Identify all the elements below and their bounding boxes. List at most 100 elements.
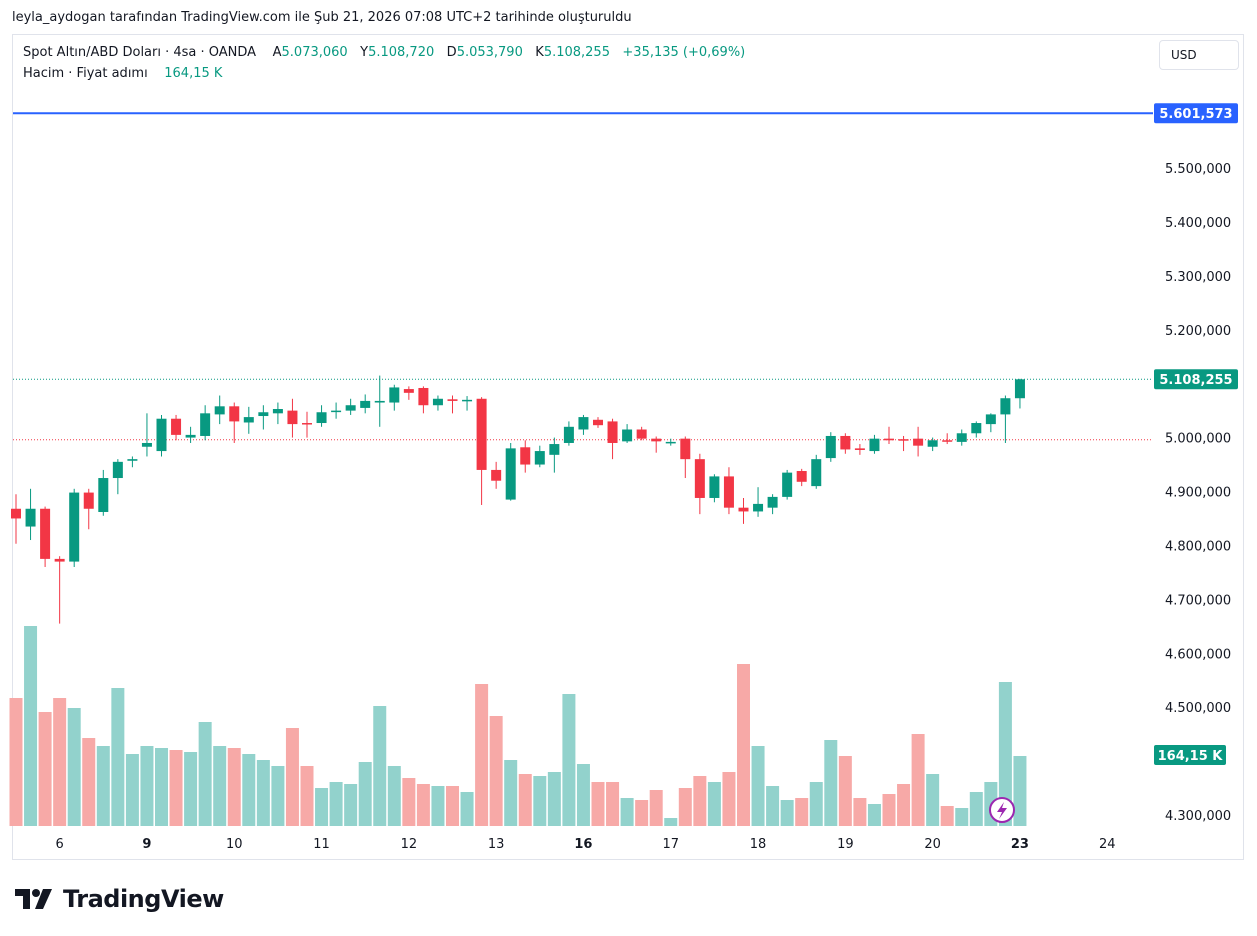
symbol-legend: Spot Altın/ABD Doları · 4sa · OANDA A5.0… bbox=[23, 45, 745, 60]
candle-body bbox=[665, 441, 676, 444]
price-tick-label: 4.600,000 bbox=[1165, 647, 1231, 662]
volume-bar bbox=[1013, 756, 1027, 826]
candle bbox=[229, 402, 240, 443]
volume-bar bbox=[635, 800, 649, 826]
candle-body bbox=[200, 413, 211, 436]
volume-bar bbox=[678, 788, 692, 826]
candle-body bbox=[607, 421, 618, 443]
candle-body bbox=[636, 429, 647, 439]
volume-bar bbox=[547, 772, 561, 826]
volume-bar bbox=[591, 782, 605, 826]
candle-body bbox=[476, 398, 487, 470]
volume-bar bbox=[998, 682, 1012, 826]
volume-bar bbox=[853, 798, 867, 826]
candle bbox=[243, 406, 254, 434]
candle bbox=[840, 433, 851, 454]
candle-body bbox=[11, 508, 21, 519]
candle-body bbox=[243, 417, 254, 423]
volume-bar bbox=[882, 794, 896, 826]
time-tick-label: 13 bbox=[488, 837, 505, 852]
candle bbox=[258, 405, 269, 430]
candle bbox=[141, 413, 152, 457]
candle bbox=[665, 438, 676, 446]
volume-bar bbox=[824, 740, 838, 826]
volume-legend-label[interactable]: Hacim · Fiyat adımı bbox=[23, 66, 148, 81]
candle bbox=[1014, 378, 1025, 409]
candle-body bbox=[171, 418, 182, 435]
candle bbox=[83, 488, 94, 530]
time-tick-label: 23 bbox=[1011, 837, 1029, 852]
open-label: A bbox=[272, 45, 282, 60]
candle-body bbox=[884, 438, 894, 441]
lightning-icon[interactable] bbox=[989, 797, 1015, 823]
candle bbox=[214, 395, 225, 425]
candle-body bbox=[782, 472, 793, 497]
candle bbox=[520, 440, 531, 473]
candle bbox=[869, 434, 880, 454]
volume-bar bbox=[242, 754, 256, 826]
volume-bar bbox=[416, 784, 430, 826]
symbol-title[interactable]: Spot Altın/ABD Doları · 4sa · OANDA bbox=[23, 45, 257, 60]
volume-bar bbox=[460, 792, 474, 826]
candle bbox=[69, 488, 80, 567]
volume-bar bbox=[620, 798, 634, 826]
currency-selector[interactable]: USD bbox=[1159, 40, 1239, 70]
candle bbox=[127, 456, 138, 468]
candle-body bbox=[345, 405, 356, 411]
candle-body bbox=[214, 406, 225, 415]
candle bbox=[374, 375, 385, 427]
candle bbox=[98, 469, 109, 516]
chart-frame bbox=[12, 34, 1244, 860]
volume-bar bbox=[96, 746, 110, 826]
volume-bar bbox=[184, 752, 198, 826]
candle-body bbox=[796, 471, 807, 482]
candle bbox=[563, 421, 574, 446]
candle bbox=[956, 429, 967, 446]
price-tick-label: 5.300,000 bbox=[1165, 270, 1231, 285]
candle bbox=[491, 461, 502, 489]
candle bbox=[331, 402, 342, 419]
volume-bar bbox=[926, 774, 940, 826]
candle bbox=[389, 384, 400, 411]
price-tick-label: 4.300,000 bbox=[1165, 809, 1231, 824]
volume-bar bbox=[358, 762, 372, 826]
tradingview-logo-icon bbox=[15, 889, 52, 909]
candle bbox=[622, 424, 633, 443]
volume-tag bbox=[1154, 745, 1226, 765]
price-tick-label: 5.000,000 bbox=[1165, 432, 1231, 447]
volume-bar bbox=[271, 766, 285, 826]
candle bbox=[825, 432, 836, 462]
candle-body bbox=[738, 507, 749, 512]
candle bbox=[418, 386, 429, 414]
candle bbox=[40, 506, 51, 567]
candle-body bbox=[156, 418, 167, 452]
volume-bar bbox=[576, 764, 590, 826]
candle-body bbox=[723, 476, 734, 508]
close-label: K bbox=[535, 45, 544, 60]
time-tick-label: 6 bbox=[56, 837, 64, 852]
candle-body bbox=[694, 459, 705, 498]
candle-body bbox=[549, 444, 560, 455]
candle bbox=[985, 413, 996, 433]
candle bbox=[607, 418, 618, 460]
volume-bar bbox=[38, 712, 52, 826]
open-value: 5.073,060 bbox=[281, 45, 348, 60]
candle bbox=[854, 444, 865, 455]
candle bbox=[738, 497, 749, 524]
candle-body bbox=[54, 558, 65, 562]
candle bbox=[913, 426, 924, 457]
candle bbox=[811, 454, 822, 489]
volume-legend-value: 164,15 K bbox=[164, 66, 223, 81]
candle bbox=[782, 469, 793, 500]
candle bbox=[534, 445, 545, 468]
candle bbox=[680, 436, 691, 479]
time-tick-label: 18 bbox=[750, 837, 767, 852]
candle bbox=[11, 494, 21, 544]
candle-body bbox=[287, 410, 298, 425]
candle-body bbox=[258, 412, 269, 417]
volume-bar bbox=[169, 750, 183, 826]
candle bbox=[112, 459, 123, 495]
volume-bar bbox=[867, 804, 881, 826]
candle bbox=[753, 487, 764, 517]
